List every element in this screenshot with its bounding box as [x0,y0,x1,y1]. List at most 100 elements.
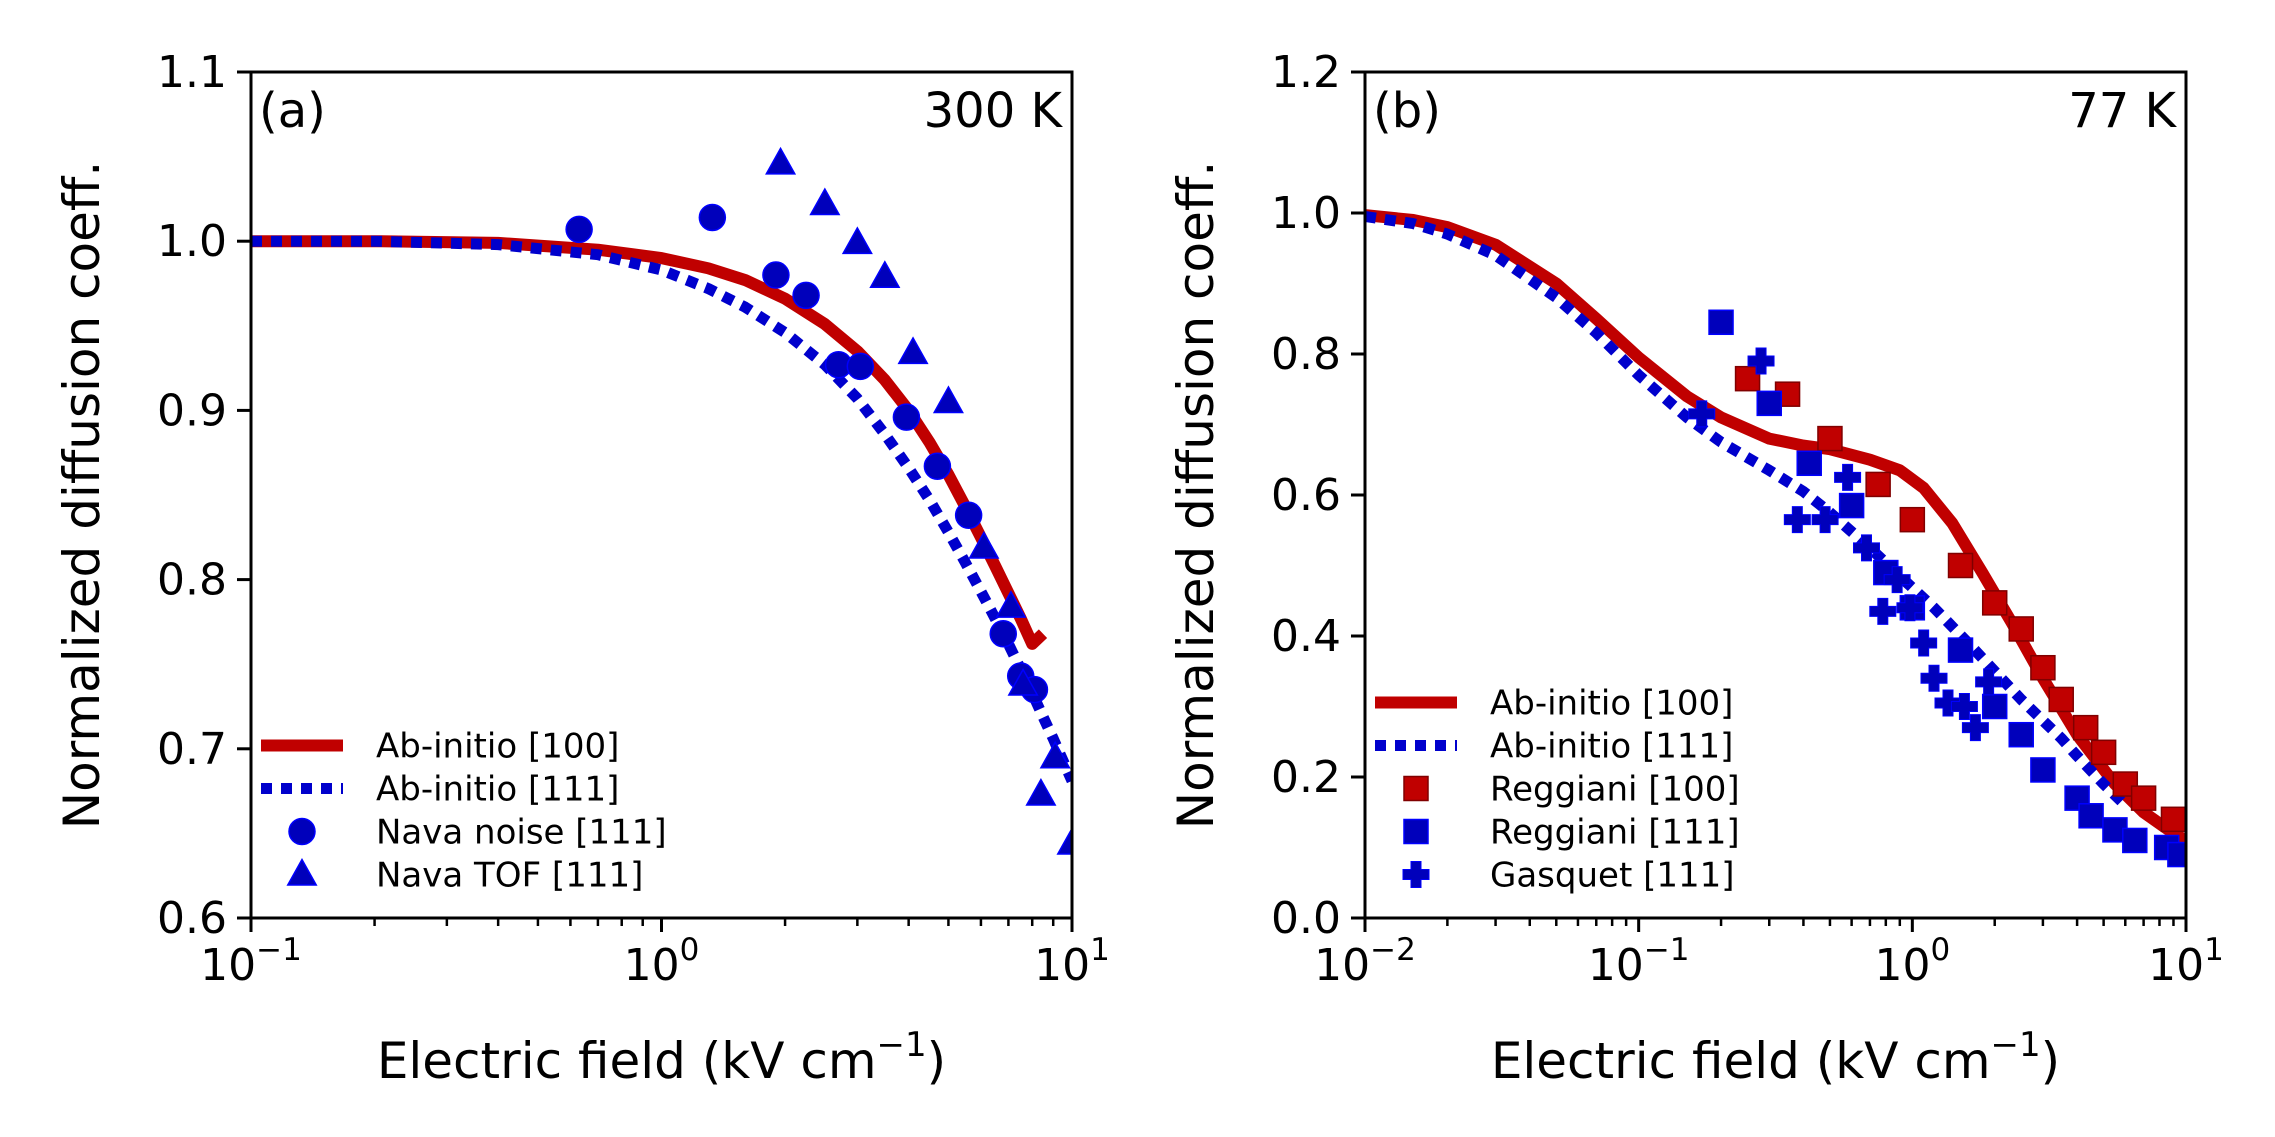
data-point-reggiani-100 [1865,471,1891,498]
y-tick-label: 0.6 [157,893,227,944]
data-point-gasquet-111 [1910,629,1938,657]
y-tick-label: 0.2 [1271,752,1341,803]
data-point-reggiani-100 [2130,785,2157,811]
data-point-gasquet-111 [1811,506,1839,534]
data-point-gasquet-111 [1747,347,1775,375]
data-point-reggiani-111 [1756,390,1782,417]
y-tick-label: 1.2 [1271,47,1341,98]
data-point-reggiani-100 [2072,714,2099,741]
legend-label-reggiani-100: Reggiani [100] [1490,770,1740,810]
data-point-nava-tof-111 [1039,740,1071,769]
data-point-gasquet-111 [1783,506,1811,534]
data-point-reggiani-100 [2090,739,2117,766]
data-point-nava-noise-111 [892,403,921,431]
x-tick-label: 10−1 [200,932,302,991]
y-tick-label: 0.7 [157,724,227,775]
x-axis-label: Electric field (kV cm−1) [377,1025,946,1090]
legend-label-ab-initio-111: Ab-initio [111] [1490,727,1733,767]
data-point-reggiani-100 [1981,590,2008,616]
data-point-reggiani-111 [2167,841,2186,868]
panel-a-chart: 10−1 100 101 0.6 0.7 0.8 0.9 1.0 1.1 Electric fie… [53,47,1110,1090]
x-tick-label: 100 [624,932,700,991]
data-point-reggiani-100 [1817,425,1843,452]
data-point-reggiani-111 [2008,721,2034,748]
legend-label-reggiani-111: Reggiani [111] [1490,813,1740,853]
y-tick-label: 0.8 [157,555,227,606]
data-point-gasquet-111 [1896,594,1924,622]
y-axis-label: Normalized diffusion coeff. [53,161,111,830]
data-point-reggiani-111 [1947,637,1974,663]
data-point-nava-noise-111 [989,619,1017,648]
x-axis-label: Electric field (kV cm−1) [1491,1025,2060,1090]
data-point-nava-noise-111 [954,501,983,530]
data-point-nava-tof-111 [968,530,1000,559]
data-point-gasquet-111 [1834,463,1862,491]
legend-label-ab-initio-100: Ab-initio [100] [1490,684,1733,724]
data-point-reggiani-111 [2078,803,2104,829]
data-point-nava-tof-111 [1056,827,1072,855]
data-point-nava-noise-111 [698,203,727,232]
data-point-nava-noise-111 [846,352,875,381]
data-point-gasquet-111 [1852,534,1880,562]
panel-label: (a) [259,83,326,139]
data-point-gasquet-111 [1920,664,1948,692]
series-line-ab-initio-100 [251,235,1048,650]
data-point-nava-tof-111 [1025,777,1057,806]
temperature-label: 77 K [2068,83,2177,139]
y-tick-label: 0.6 [1271,470,1341,521]
data-point-reggiani-100 [1899,506,1926,533]
data-point-nava-noise-111 [565,215,593,244]
x-tick-label: 101 [1034,932,1110,991]
data-point-gasquet-111 [1883,566,1911,594]
y-tick-label: 1.0 [157,216,227,267]
y-tick-label: 1.0 [1271,188,1341,239]
legend-label-ab-initio-111: Ab-initio [111] [376,770,619,810]
x-tick-label: 100 [1874,932,1950,991]
data-layer [251,146,1072,855]
data-point-reggiani-100 [2160,806,2186,833]
data-point-gasquet-111 [1975,668,2003,696]
panel-label: (b) [1373,83,1441,139]
data-point-nava-noise-111 [762,261,790,289]
data-point-reggiani-111 [1981,693,2008,720]
data-point-nava-tof-111 [765,146,797,175]
legend-label-nava-tof-111: Nava TOF [111] [376,856,643,896]
data-point-reggiani-100 [2008,616,2034,642]
y-axis-label: Normalized diffusion coeff. [1167,161,1225,830]
y-tick-label: 0.0 [1271,893,1341,944]
legend-marker-reggiani-111 [1403,818,1429,845]
data-point-nava-tof-111 [897,336,929,365]
legend-label-gasquet-111: Gasquet [111] [1490,856,1735,896]
data-point-reggiani-100 [1947,552,1974,579]
x-tick-label: 10−2 [1314,932,1416,991]
data-point-gasquet-111 [1934,689,1962,717]
data-point-reggiani-100 [2030,654,2056,681]
legend-marker-reggiani-100 [1403,775,1429,802]
data-point-gasquet-111 [1961,714,1989,742]
temperature-label: 300 K [924,83,1064,139]
data-point-nava-tof-111 [841,226,873,255]
panel-b-chart: 10−2 10−1 100 101 0.0 0.2 0.4 0.6 0.8 1.0 1.2 Elect… [1167,47,2224,1090]
y-tick-label: 0.8 [1271,329,1341,380]
data-point-reggiani-111 [2030,757,2056,783]
legend-marker-gasquet-111 [1402,861,1430,888]
legend-label-nava-noise-111: Nava noise [111] [376,813,667,853]
data-point-reggiani-111 [2122,827,2148,854]
data-point-nava-tof-111 [1007,667,1039,696]
data-point-gasquet-111 [1869,597,1897,625]
data-point-nava-tof-111 [869,260,901,288]
x-tick-label: 10−1 [1588,932,1690,991]
data-point-nava-noise-111 [923,452,952,480]
legend-label-ab-initio-100: Ab-initio [100] [376,727,619,767]
data-point-nava-noise-111 [792,281,820,310]
data-point-nava-tof-111 [995,590,1027,618]
data-point-reggiani-111 [1796,450,1822,477]
series-line-ab-initio-100 [1365,209,2186,846]
y-tick-label: 1.1 [157,47,227,98]
x-tick-label: 101 [2148,932,2224,991]
y-tick-label: 0.4 [1271,611,1341,662]
data-point-gasquet-111 [1688,400,1716,428]
legend-marker-nava-tof-111 [286,857,318,886]
data-point-reggiani-111 [1838,492,1865,519]
